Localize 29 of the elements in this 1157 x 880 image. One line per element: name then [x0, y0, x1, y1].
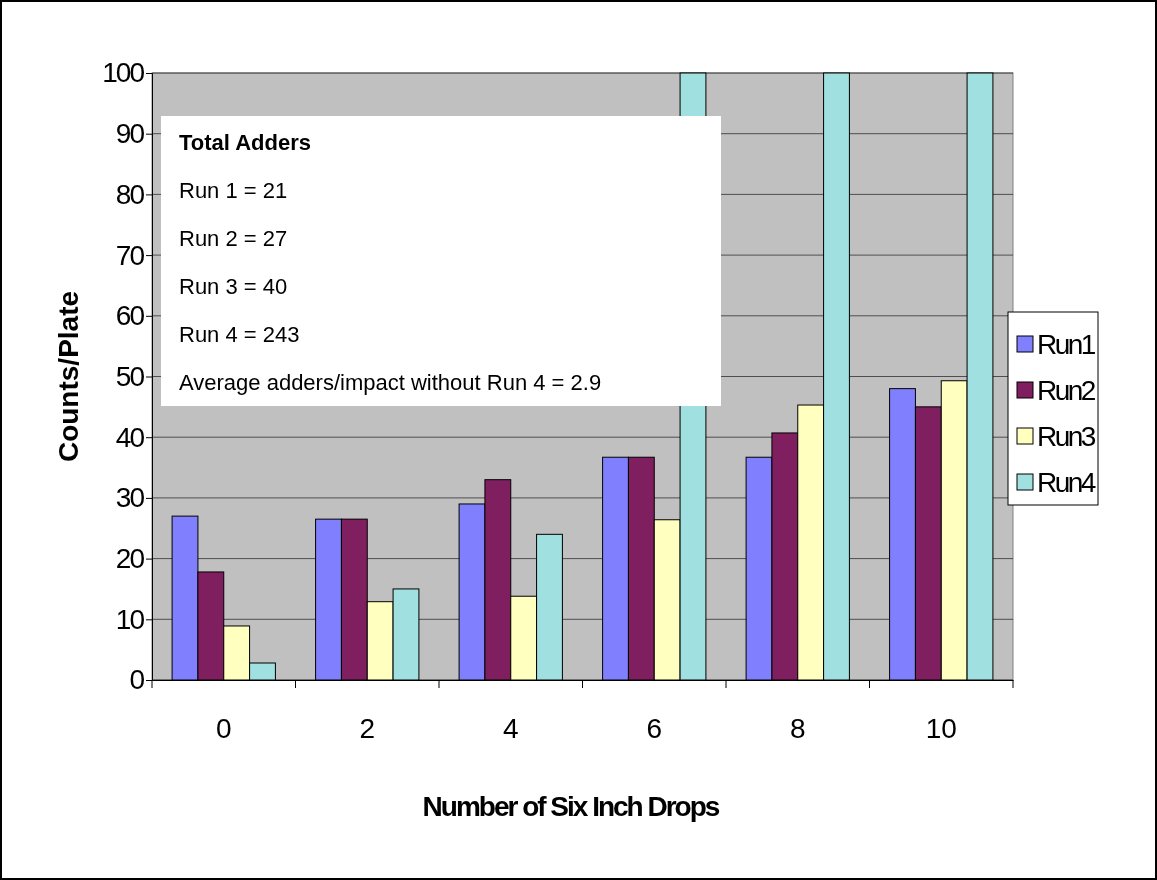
annotation: Average adders/impact without Run 4 = 2.9: [179, 370, 602, 395]
x-tick-label: 2: [359, 712, 376, 744]
y-tick-label: 60: [115, 300, 145, 332]
annotation: Run 1 = 21: [179, 178, 288, 203]
y-tick-label: 40: [115, 421, 145, 453]
y-tick-label: 80: [115, 178, 145, 210]
x-axis-title: Number of Six Inch Drops: [422, 791, 720, 822]
legend-label: Run1: [1037, 329, 1096, 360]
annotation: Run 3 = 40: [179, 274, 288, 299]
x-tick-label: 4: [502, 712, 519, 744]
x-tick-label: 0: [215, 712, 232, 744]
annotation: Run 4 = 243: [179, 322, 300, 347]
legend-label: Run4: [1037, 467, 1096, 498]
x-tick-label: 10: [925, 712, 957, 744]
y-tick-label: 90: [115, 118, 145, 150]
x-tick-label: 8: [789, 712, 806, 744]
y-tick-label: 70: [115, 239, 145, 271]
y-tick-label: 30: [115, 482, 145, 514]
legend-label: Run3: [1037, 421, 1096, 452]
annotation: Total Adders: [179, 130, 312, 155]
legend-label: Run2: [1037, 375, 1096, 406]
annotation: Run 2 = 27: [179, 226, 288, 251]
y-tick-label: 100: [102, 57, 145, 89]
y-tick-label: 50: [115, 360, 145, 392]
x-tick-label: 6: [646, 712, 663, 744]
y-tick-label: 0: [129, 664, 145, 696]
y-axis-title: Counts/Plate: [53, 290, 84, 463]
y-tick-label: 10: [115, 603, 145, 635]
y-tick-label: 20: [115, 543, 145, 575]
